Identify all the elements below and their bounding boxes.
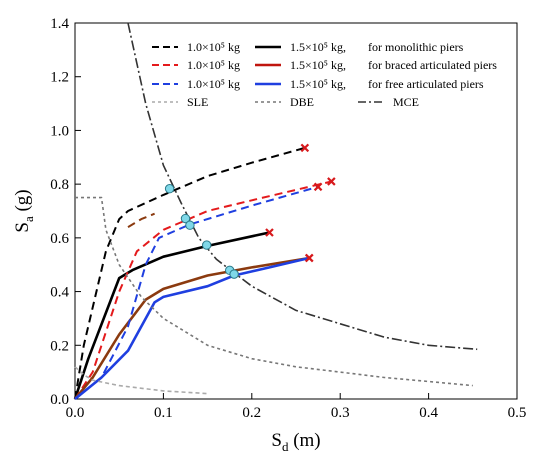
performance-point-4 — [185, 220, 195, 230]
legend-label-sle: SLE — [187, 95, 208, 109]
collapse-marker-4 — [313, 182, 323, 192]
legend-label-2b: 1.5×10⁵ kg, — [290, 58, 346, 72]
y-tick-label-5: 1.0 — [50, 123, 69, 139]
legend-label-3b: 1.5×10⁵ kg, — [290, 77, 346, 91]
capacity-curve-5 — [74, 256, 310, 401]
y-tick-label-6: 1.2 — [50, 70, 69, 86]
y-tick-label-2: 0.4 — [50, 285, 69, 301]
performance-point-2 — [180, 213, 191, 224]
y-tick-label-7: 1.4 — [50, 16, 69, 32]
legend-desc-1: for monolithic piers — [368, 40, 464, 54]
legend-desc-2: for braced articulated piers — [368, 58, 497, 72]
legend-label-mce: MCE — [393, 95, 419, 109]
x-tick-label-5: 0.5 — [508, 405, 527, 421]
plot-frame — [74, 22, 518, 400]
y-tick-label-4: 0.8 — [50, 177, 69, 193]
legend-label-1b: 1.5×10⁵ kg, — [290, 40, 346, 54]
capacity-curve-2 — [74, 180, 332, 400]
x-tick-label-3: 0.3 — [331, 405, 350, 421]
x-tick-label-0: 0.0 — [66, 405, 85, 421]
capacity-curve-4 — [74, 185, 319, 400]
collapse-marker-1 — [265, 228, 274, 237]
legend-label-3a: 1.0×10⁵ kg — [187, 77, 240, 91]
legend: 1.0×10⁵ kg 1.5×10⁵ kg, for monolithic pi… — [152, 40, 497, 109]
legend-label-1a: 1.0×10⁵ kg — [187, 40, 240, 54]
marker-layer — [164, 143, 336, 279]
performance-point-1 — [202, 240, 212, 250]
capacity-curve-0 — [74, 146, 306, 400]
x-axis-title: Sd (m) — [271, 430, 320, 454]
spectrum-dbe — [75, 196, 473, 387]
collapse-marker-0 — [300, 143, 310, 153]
legend-desc-3: for free articulated piers — [368, 77, 484, 91]
capacity-curve-3 — [73, 256, 310, 400]
y-axis-title: Sa (g) — [12, 189, 36, 232]
collapse-marker-2 — [327, 177, 336, 186]
x-tick-label-2: 0.2 — [242, 405, 261, 421]
y-tick-label-0: 0.0 — [50, 392, 69, 408]
y-tick-label-3: 0.6 — [50, 231, 69, 247]
capacity-curve-6 — [127, 212, 155, 228]
legend-label-2a: 1.0×10⁵ kg — [187, 58, 240, 72]
performance-point-5 — [229, 269, 239, 279]
x-tick-label-4: 0.4 — [419, 405, 438, 421]
x-tick-label-1: 0.1 — [154, 405, 173, 421]
legend-label-dbe: DBE — [290, 95, 314, 109]
y-tick-label-1: 0.2 — [50, 338, 69, 354]
collapse-marker-5 — [304, 253, 314, 263]
axis-ticks: 0.0 0.1 0.2 0.3 0.4 0.5 0.0 0.2 0.4 0.6 0.8 1.0 1.2 1… — [50, 16, 526, 421]
spectrum-sle — [74, 366, 208, 395]
performance-point-0 — [164, 184, 175, 194]
